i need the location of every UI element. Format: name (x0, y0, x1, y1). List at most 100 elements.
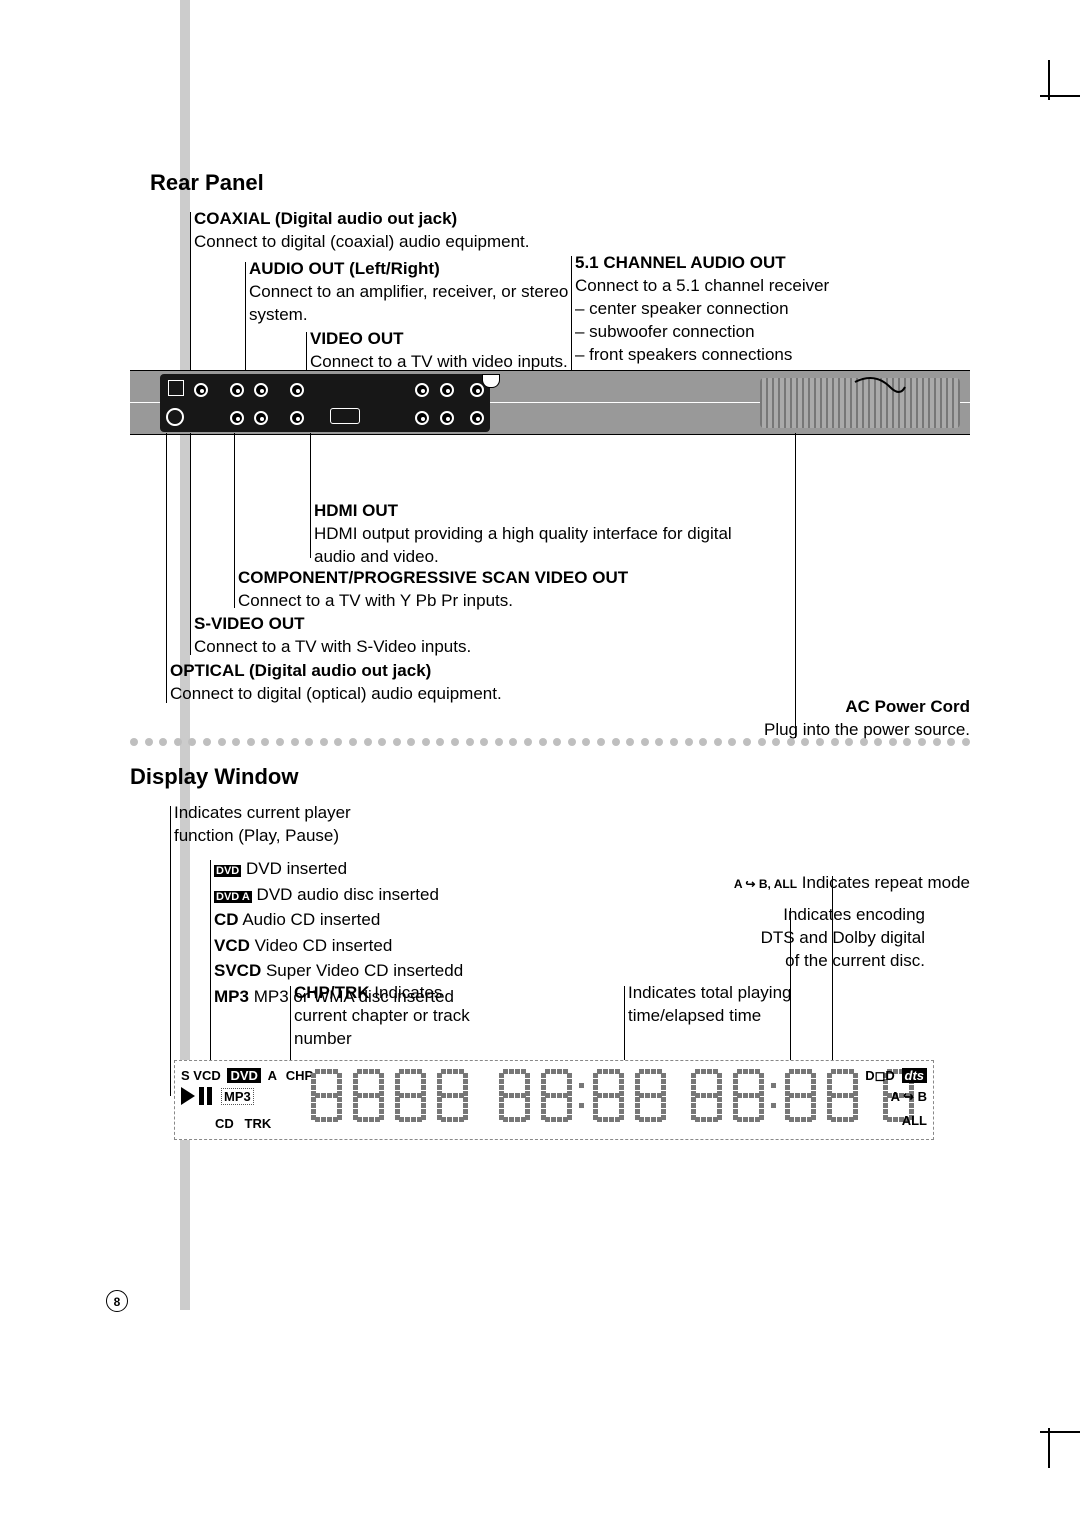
segment-digit (393, 1069, 427, 1121)
svideo-desc: Connect to a TV with S-Video inputs. (194, 637, 471, 656)
segment-digit (689, 1069, 723, 1121)
port (470, 382, 484, 402)
segment-digit (731, 1069, 765, 1121)
segment-digit (309, 1069, 343, 1121)
chptrk-label: CHP/TRK (294, 983, 370, 1002)
videoout-heading: VIDEO OUT (310, 329, 404, 348)
digit-colon (769, 1069, 779, 1121)
optical-heading: OPTICAL (Digital audio out jack) (170, 661, 431, 680)
port (230, 410, 244, 430)
channelaudio-l4: – front speakers connections (575, 345, 792, 364)
audioout-heading: AUDIO OUT (Left/Right) (249, 259, 440, 278)
optical-port (168, 380, 184, 396)
vcd-line: VCD Video CD inserted (214, 933, 564, 959)
lead-line (290, 986, 291, 1066)
port (470, 410, 484, 430)
component-heading: COMPONENT/PROGRESSIVE SCAN VIDEO OUT (238, 568, 628, 587)
lead-line (190, 212, 191, 378)
lbl-dts: dts (902, 1068, 928, 1083)
segment-digit (591, 1069, 625, 1121)
port (290, 382, 304, 402)
dvdaudio-text: DVD audio disc inserted (252, 885, 439, 904)
clip (482, 374, 500, 388)
lead-line (571, 256, 572, 378)
dvd-badge: DVD (214, 865, 241, 877)
audioout-desc: Connect to an amplifier, receiver, or st… (249, 282, 568, 324)
segment-digit (539, 1069, 573, 1121)
svcd-label: SVCD (214, 961, 261, 980)
coaxial-desc: Connect to digital (coaxial) audio equip… (194, 232, 529, 251)
digit-gap (473, 1069, 493, 1121)
page-number: 8 (106, 1290, 128, 1312)
port (230, 382, 244, 402)
lead-line (245, 262, 246, 378)
videoout-desc: Connect to a TV with video inputs. (310, 352, 568, 371)
segment-digit (825, 1069, 859, 1121)
vcd-text: Video CD inserted (250, 936, 392, 955)
lead-line (234, 433, 235, 608)
lbl-dvd: DVD (227, 1068, 260, 1083)
lbl-ab: A ↪ B (891, 1089, 927, 1105)
chptrk-callout: CHP/TRK Indicates current chapter or tra… (294, 982, 494, 1051)
encoding-l1: Indicates encoding (783, 905, 925, 924)
segment-digit (435, 1069, 469, 1121)
acpower-heading: AC Power Cord (845, 697, 970, 716)
lead-line (210, 860, 211, 1066)
hdmi-callout: HDMI OUT HDMI output providing a high qu… (314, 500, 744, 569)
digit-row (305, 1069, 919, 1121)
digit-gap (671, 1069, 685, 1121)
rear-panel-title: Rear Panel (150, 170, 264, 196)
lbl-a: A (268, 1068, 277, 1083)
panel-right-top: D◻D dts (865, 1065, 927, 1085)
svideo-callout: S-VIDEO OUT Connect to a TV with S-Video… (194, 613, 694, 659)
repeat-callout: A ↪ B, ALL Indicates repeat mode (680, 872, 970, 895)
power-cord-icon (850, 372, 910, 402)
segment-digit (351, 1069, 385, 1121)
display-window-diagram: S VCD DVD A CHP MP3 CD TRK D◻D dts A ↪ B (174, 1060, 934, 1140)
repeat-text: Indicates repeat mode (797, 873, 970, 892)
crop-mark (1040, 1431, 1080, 1433)
segment-digit (497, 1069, 531, 1121)
display-window-title: Display Window (130, 764, 298, 790)
lead-line (795, 433, 796, 738)
svcd-text: Super Video CD insertedd (261, 961, 463, 980)
totaltime-callout: Indicates total playing time/elapsed tim… (628, 982, 858, 1028)
optical-callout: OPTICAL (Digital audio out jack) Connect… (170, 660, 670, 706)
cd-line: CD Audio CD inserted (214, 907, 564, 933)
component-desc: Connect to a TV with Y Pb Pr inputs. (238, 591, 513, 610)
cd-label: CD (214, 910, 239, 929)
lead-line (310, 433, 311, 558)
lead-line (166, 433, 167, 703)
port (290, 410, 304, 430)
coaxial-callout: COAXIAL (Digital audio out jack) Connect… (194, 208, 694, 254)
coax-port (194, 382, 208, 402)
port (415, 410, 429, 430)
channelaudio-l2: – center speaker connection (575, 299, 789, 318)
segment-digit (633, 1069, 667, 1121)
digit-colon (577, 1069, 587, 1121)
playerfunc-callout: Indicates current player function (Play,… (174, 802, 404, 848)
section-separator (130, 738, 970, 748)
panel-left-labels: S VCD DVD A CHP (181, 1065, 313, 1085)
channelaudio-callout: 5.1 CHANNEL AUDIO OUT Connect to a 5.1 c… (575, 252, 975, 390)
port (254, 410, 268, 430)
channelaudio-l3: – subwoofer connection (575, 322, 755, 341)
hdmi-port (330, 408, 360, 424)
dvd-line: DVD DVD inserted (214, 856, 564, 882)
connector-strip (160, 374, 490, 432)
acpower-callout: AC Power Cord Plug into the power source… (670, 696, 970, 742)
crop-mark (1040, 95, 1080, 97)
channelaudio-l1: Connect to a 5.1 channel receiver (575, 276, 829, 295)
totaltime-l1: Indicates total playing (628, 983, 792, 1002)
playerfunc-text: Indicates current player function (Play,… (174, 803, 351, 845)
component-callout: COMPONENT/PROGRESSIVE SCAN VIDEO OUT Con… (238, 567, 798, 613)
hdmi-heading: HDMI OUT (314, 501, 398, 520)
segment-digit (783, 1069, 817, 1121)
lbl-mp3: MP3 (221, 1088, 254, 1105)
optical-desc: Connect to digital (optical) audio equip… (170, 684, 502, 703)
dvdaudio-line: DVD A DVD audio disc inserted (214, 882, 564, 908)
encoding-l2: DTS and Dolby digital (761, 928, 925, 947)
lbl-trk: TRK (245, 1116, 272, 1131)
crop-mark (1048, 60, 1050, 100)
rear-panel-diagram (130, 370, 970, 440)
